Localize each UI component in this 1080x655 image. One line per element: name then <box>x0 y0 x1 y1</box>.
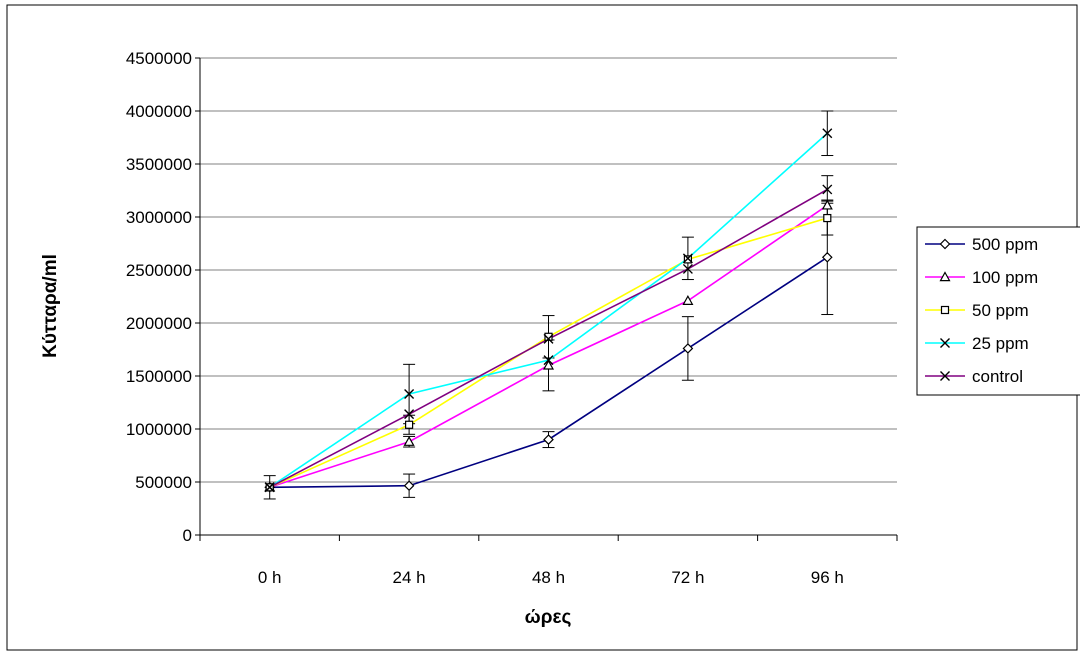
y-tick-label: 2500000 <box>126 261 192 280</box>
data-point <box>682 253 693 264</box>
data-point <box>264 482 275 493</box>
data-point <box>404 389 415 400</box>
series-markers <box>264 128 833 493</box>
legend-marker <box>940 338 950 348</box>
y-tick-label: 4500000 <box>126 49 192 68</box>
legend-marker <box>939 238 951 250</box>
y-tick-label: 1000000 <box>126 420 192 439</box>
data-point <box>821 199 833 210</box>
data-point <box>682 343 694 354</box>
legend-label: 100 ppm <box>972 268 1038 287</box>
error-bars <box>263 110 834 500</box>
data-point <box>403 480 415 492</box>
y-tick-label: 1500000 <box>126 367 192 386</box>
x-tick-label: 24 h <box>393 568 426 587</box>
axes <box>199 58 897 536</box>
data-point <box>403 435 415 446</box>
y-tick-label: 500000 <box>135 473 192 492</box>
chart-border <box>6 4 1078 651</box>
y-tick-label: 3000000 <box>126 208 192 227</box>
data-point <box>822 128 833 139</box>
data-point <box>544 332 553 341</box>
data-point <box>543 355 554 366</box>
y-tick-label: 3500000 <box>126 155 192 174</box>
data-point <box>405 420 414 429</box>
data-point <box>542 359 555 370</box>
data-point <box>823 213 832 223</box>
y-tick-label: 2000000 <box>126 314 192 333</box>
y-axis-ticks: 0 500000 1000000 1500000 2000000 2500000 30000… <box>126 49 200 545</box>
legend-marker <box>939 271 951 282</box>
legend-label: 25 ppm <box>972 334 1029 353</box>
legend: 500 ppm 100 ppm 50 ppm 25 ppm control <box>916 226 1080 396</box>
legend-label: 500 ppm <box>972 235 1038 254</box>
data-point <box>404 409 415 420</box>
x-axis-label: ώρες <box>525 607 572 628</box>
x-axis-ticks: 0 h 24 h 48 h 72 h 96 h <box>199 535 898 587</box>
y-axis-label: Κύτταρα/ml <box>40 254 61 358</box>
y-tick-label: 4000000 <box>126 102 192 121</box>
data-point <box>683 255 693 264</box>
x-tick-label: 72 h <box>671 568 704 587</box>
gridlines <box>200 57 897 483</box>
x-tick-label: 96 h <box>811 568 844 587</box>
data-point <box>682 295 694 305</box>
data-point <box>543 434 554 445</box>
legend-label: 50 ppm <box>972 301 1029 320</box>
legend-label: control <box>972 367 1023 386</box>
y-tick-label: 0 <box>183 526 192 545</box>
legend-marker <box>940 371 950 381</box>
data-point <box>821 251 833 263</box>
data-point <box>543 333 554 344</box>
x-tick-label: 0 h <box>258 568 282 587</box>
data-point <box>822 184 833 195</box>
data-point <box>682 263 693 274</box>
x-tick-label: 48 h <box>532 568 565 587</box>
legend-marker <box>940 305 950 315</box>
